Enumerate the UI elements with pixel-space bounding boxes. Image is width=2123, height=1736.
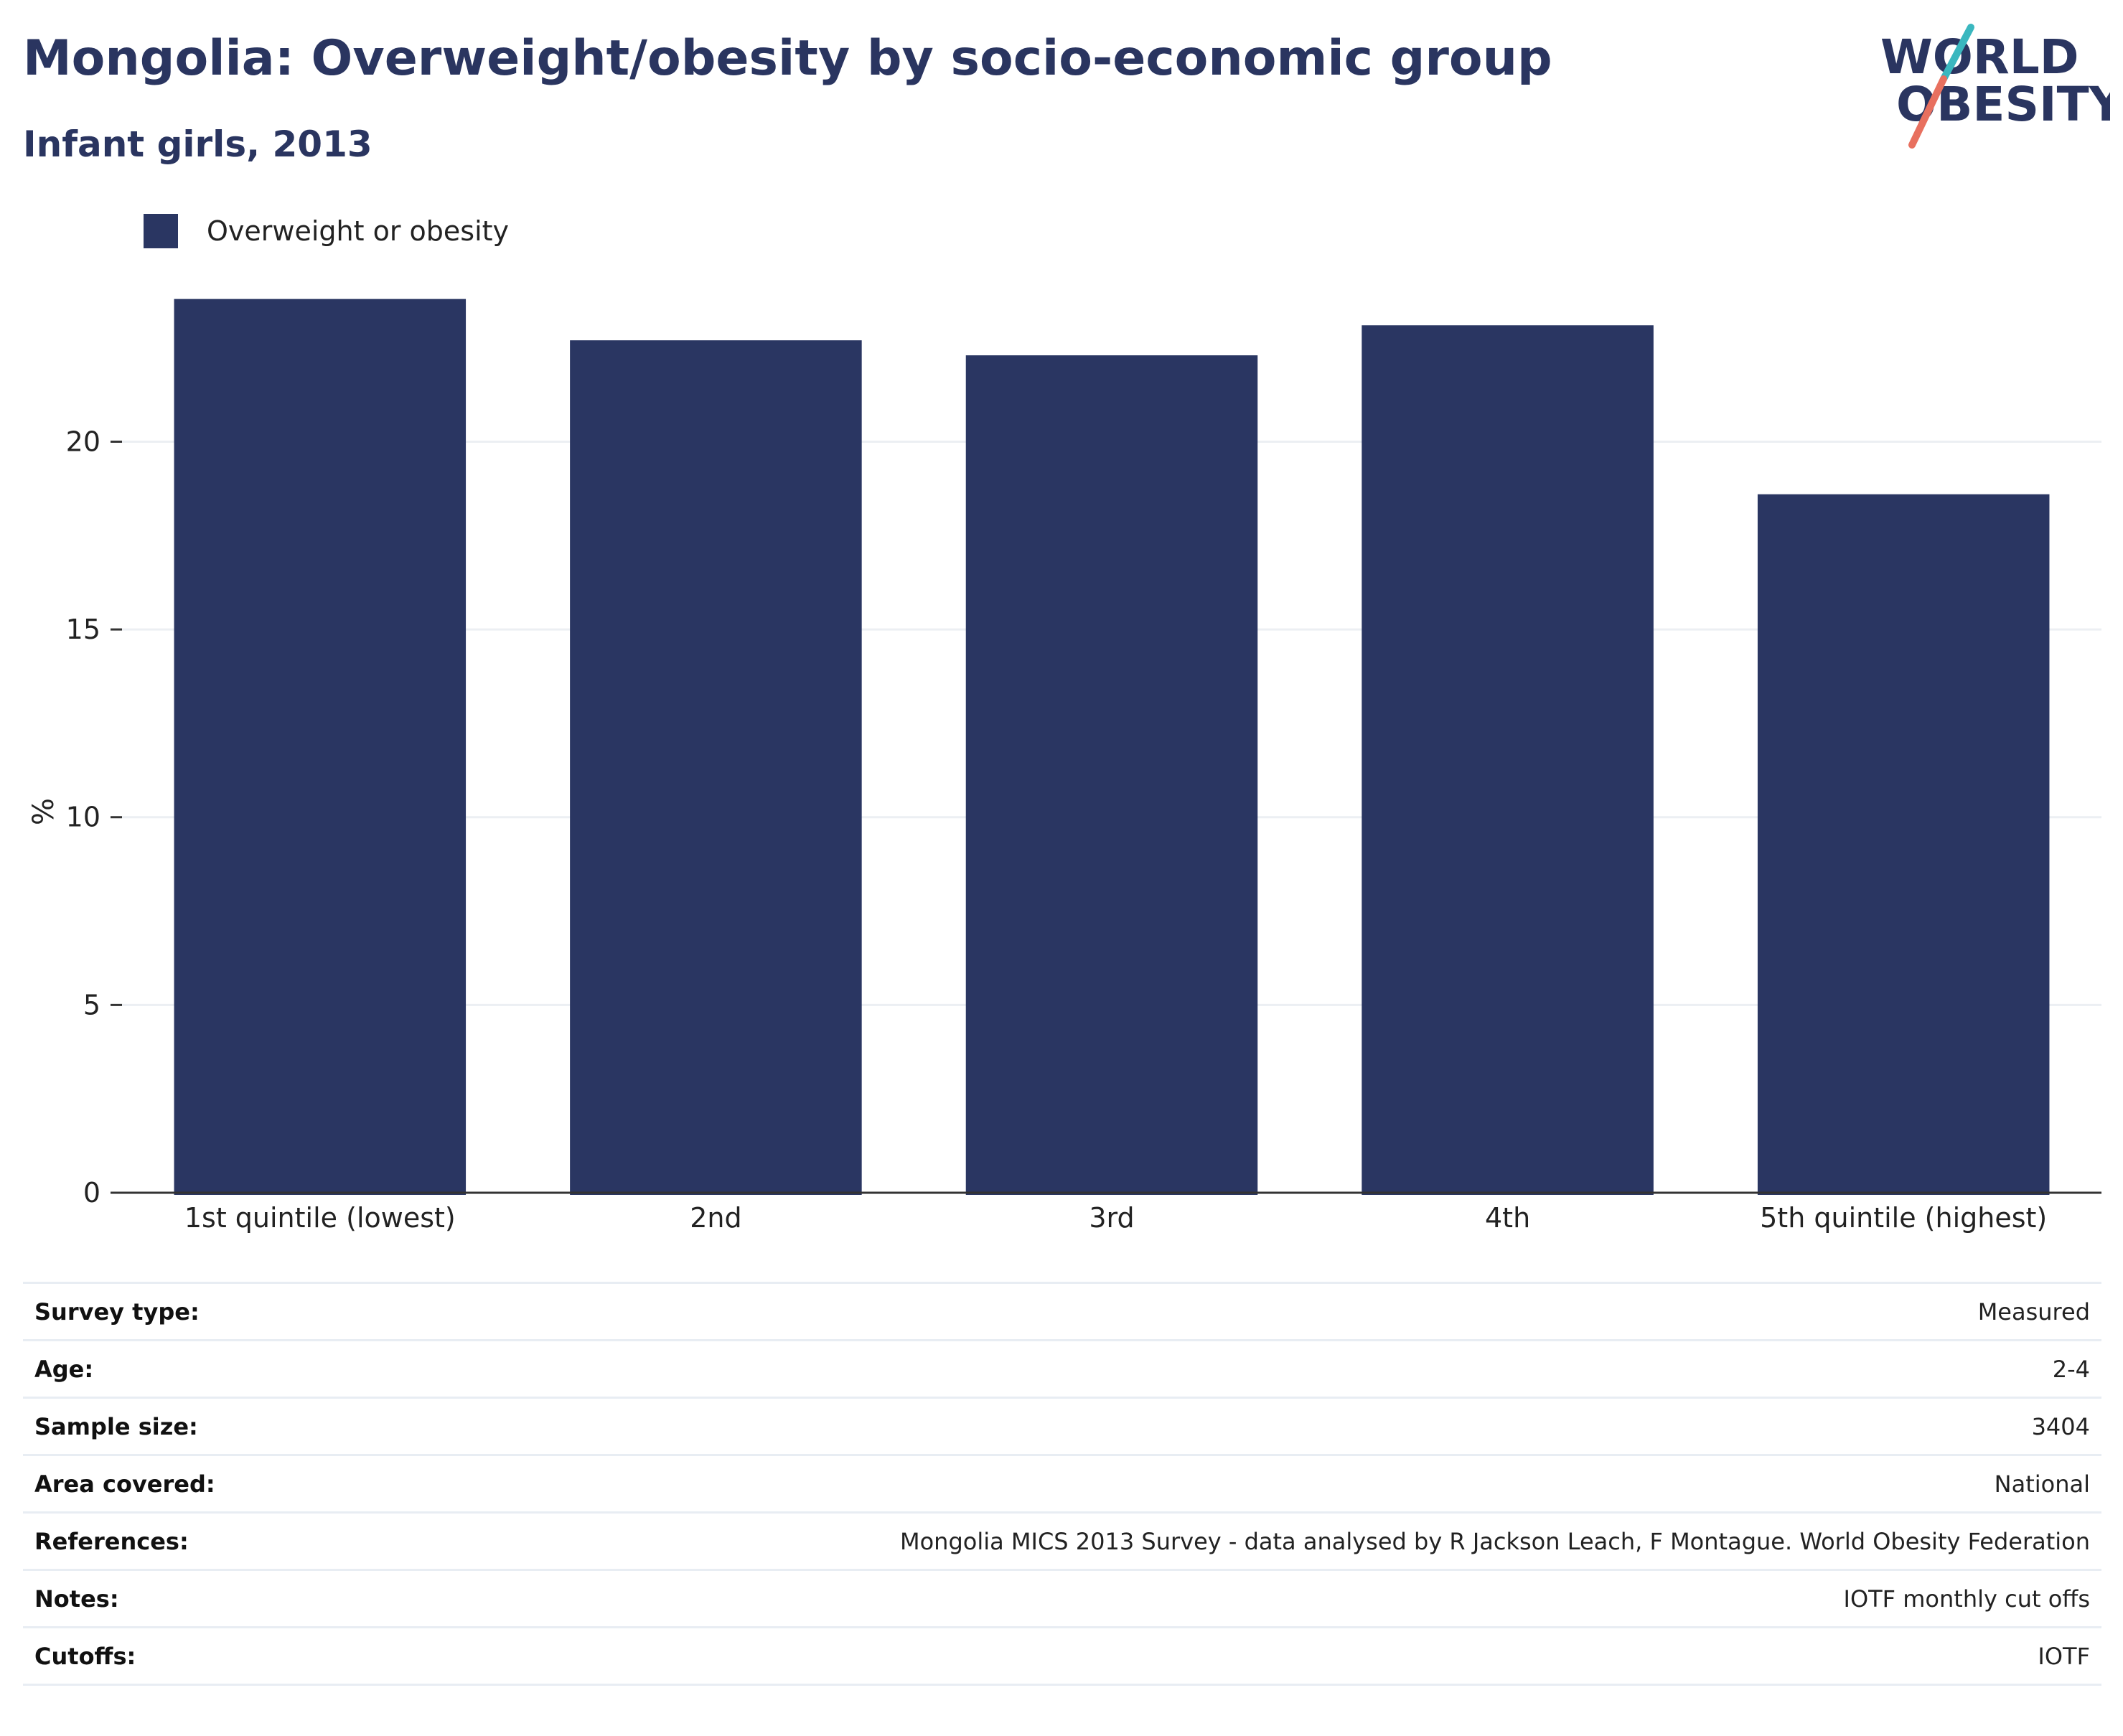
cutoffs-label: Cutoffs: — [34, 1642, 136, 1670]
cutoffs-row: Cutoffs: IOTF — [23, 1628, 2101, 1686]
age-value: 2-4 — [2052, 1355, 2090, 1383]
area-covered-value: National — [1994, 1470, 2090, 1498]
age-row: Age: 2-4 — [23, 1341, 2101, 1399]
survey-type-label: Survey type: — [34, 1298, 200, 1326]
y-tick-label: 0 — [83, 1177, 100, 1209]
world-obesity-logo: WORLD OBESITY — [1880, 24, 2110, 149]
references-label: References: — [34, 1527, 189, 1555]
area-covered-row: Area covered: National — [23, 1456, 2101, 1514]
x-tick-label: 3rd — [1089, 1202, 1134, 1234]
y-tick-label: 5 — [83, 989, 100, 1021]
legend[interactable]: Overweight or obesity — [144, 212, 509, 250]
logo-accent-teal — [1940, 24, 1974, 83]
notes-row: Notes: IOTF monthly cut offs — [23, 1571, 2101, 1628]
legend-label: Overweight or obesity — [207, 215, 510, 247]
bar — [1757, 494, 2050, 1195]
x-tick-label: 2nd — [690, 1202, 741, 1234]
references-row: References: Mongolia MICS 2013 Survey - … — [23, 1514, 2101, 1571]
y-axis-label: % — [27, 798, 60, 825]
notes-value: IOTF monthly cut offs — [1843, 1585, 2091, 1613]
bar-chart: 0 5 10 15 20% 1st quintile (lowest) 2nd 3rd 4th 5… — [27, 299, 2101, 1234]
x-tick-label: 1st quintile (lowest) — [184, 1202, 456, 1234]
sample-size-label: Sample size: — [34, 1412, 198, 1440]
bar — [570, 340, 862, 1195]
x-tick-label: 4th — [1485, 1202, 1530, 1234]
sample-size-value: 3404 — [2031, 1412, 2090, 1440]
area-covered-label: Area covered: — [34, 1470, 215, 1498]
chart-title: Mongolia: Overweight/obesity by socio-ec… — [23, 30, 1552, 87]
survey-type-value: Measured — [1977, 1298, 2090, 1326]
notes-label: Notes: — [34, 1585, 119, 1613]
bar — [965, 355, 1258, 1195]
survey-type-row: Survey type: Measured — [23, 1284, 2101, 1341]
y-tick-label: 10 — [66, 802, 100, 833]
sample-size-row: Sample size: 3404 — [23, 1399, 2101, 1456]
chart-subtitle: Infant girls, 2013 — [23, 123, 372, 165]
bar — [1362, 325, 1654, 1196]
references-value: Mongolia MICS 2013 Survey - data analyse… — [899, 1527, 2090, 1555]
bar — [174, 299, 467, 1196]
x-tick-label: 5th quintile (highest) — [1760, 1202, 2047, 1234]
age-label: Age: — [34, 1355, 94, 1383]
cutoffs-value: IOTF — [2038, 1642, 2090, 1670]
y-tick-label: 20 — [66, 426, 100, 457]
legend-swatch — [144, 214, 178, 248]
survey-info-table: Survey type: Measured Age: 2-4 Sample si… — [23, 1282, 2101, 1686]
y-tick-label: 15 — [66, 614, 100, 645]
logo-line1: WORLD — [1880, 29, 2079, 85]
logo-accent-red — [1908, 75, 1947, 149]
